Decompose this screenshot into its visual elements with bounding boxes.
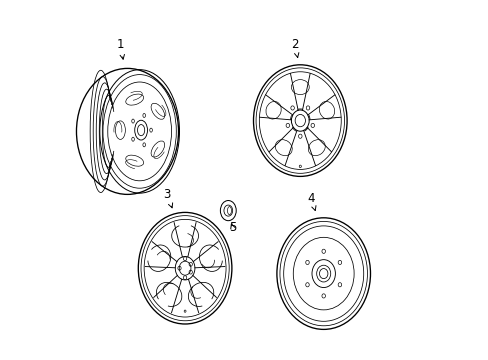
Text: 1: 1 [116,39,124,59]
Text: 4: 4 [307,192,315,211]
Text: 2: 2 [290,39,298,58]
Text: 5: 5 [228,221,236,234]
Text: 3: 3 [163,188,172,208]
